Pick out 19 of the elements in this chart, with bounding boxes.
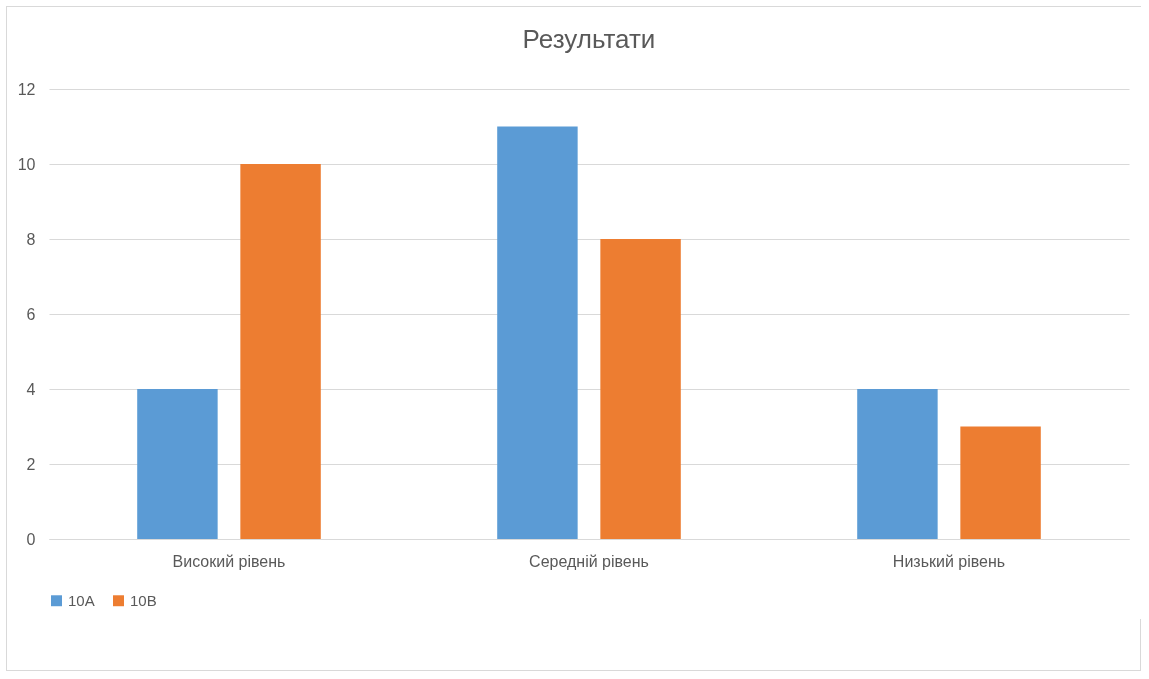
bar — [137, 389, 218, 539]
bar — [857, 389, 938, 539]
bar — [497, 126, 578, 539]
legend-label: 10А — [68, 591, 95, 609]
chart-title: Результати — [522, 24, 656, 54]
y-tick-label: 4 — [26, 380, 36, 398]
y-tick-label: 2 — [26, 455, 36, 473]
bar — [600, 239, 681, 539]
x-tick-label: Високий рівень — [172, 552, 286, 570]
x-tick-label: Середній рівень — [529, 552, 649, 570]
bar — [960, 426, 1041, 539]
y-tick-label: 10 — [17, 155, 36, 173]
x-tick-label: Низький рівень — [892, 552, 1006, 570]
bar — [240, 164, 321, 539]
y-tick-label: 0 — [26, 530, 36, 548]
y-tick-label: 6 — [26, 305, 36, 323]
legend-label: 10В — [130, 591, 157, 609]
y-tick-label: 8 — [26, 230, 36, 248]
y-tick-label: 12 — [17, 80, 36, 98]
